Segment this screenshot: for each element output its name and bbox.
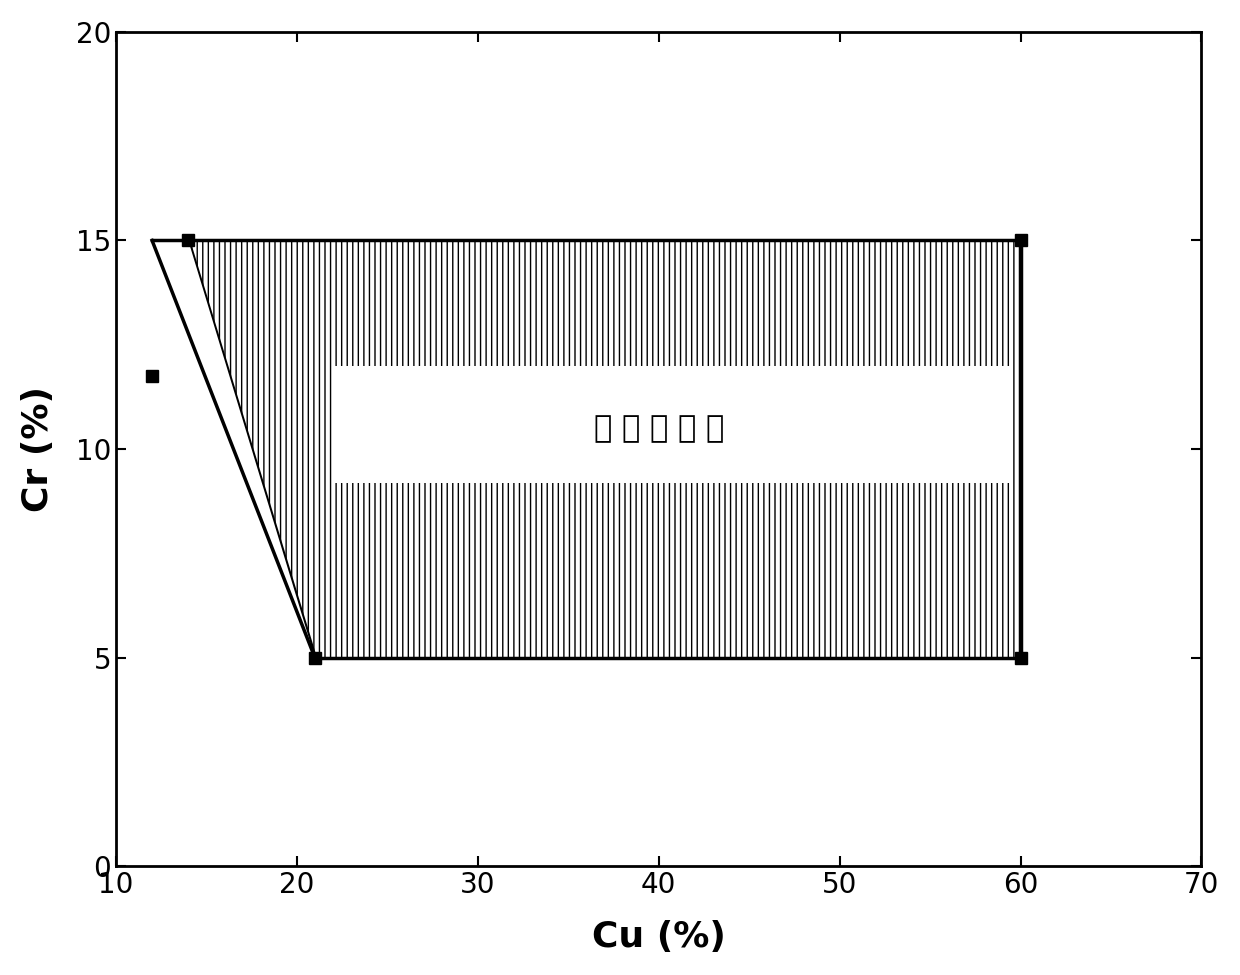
Bar (334, 366, 1012, 483)
Polygon shape (153, 241, 315, 658)
Text: 申 请 的 范 围: 申 请 的 范 围 (594, 413, 724, 443)
Polygon shape (188, 241, 1021, 658)
X-axis label: Cu (%): Cu (%) (591, 920, 725, 955)
Y-axis label: Cr (%): Cr (%) (21, 386, 55, 512)
